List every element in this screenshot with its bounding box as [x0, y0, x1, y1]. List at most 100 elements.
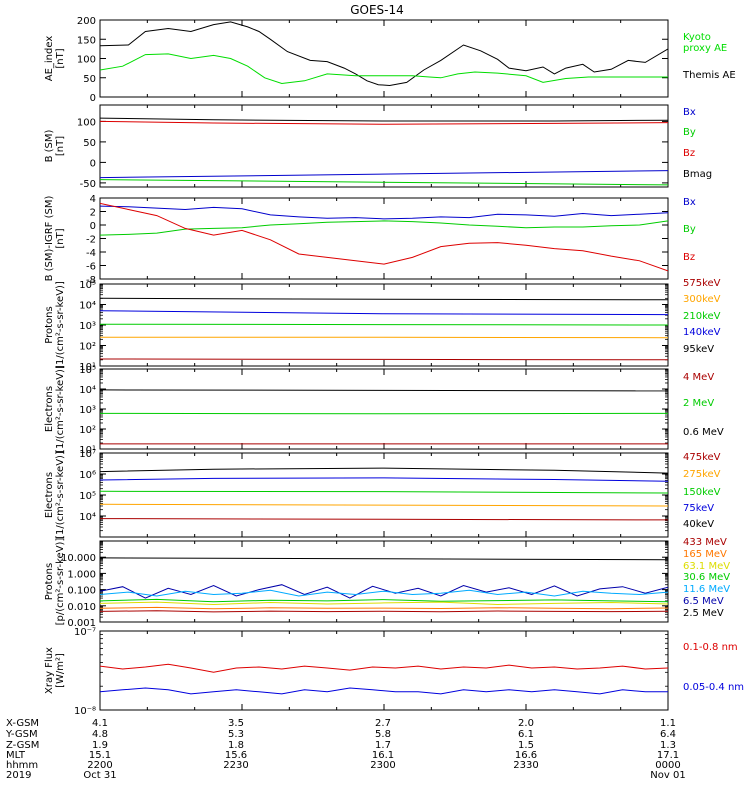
panel-3: -8 -6 -4 -2 0 2 4 B (SM)-IGRF (SM) [nT] Bx By Bz [44, 194, 696, 286]
legend-entry: Themis AE [682, 70, 736, 81]
y-axis-label: Xray Flux [44, 647, 55, 694]
legend-entry: 30.6 MeV [683, 572, 730, 583]
y-tick-label: 0.010 [67, 602, 96, 613]
y-axis-label: B (SM) [44, 129, 55, 162]
panel-6: 10⁴ 10⁵ 10⁶ 10⁷ Electrons [1/(cm²-s-sr-keV)] 4… [44, 449, 721, 539]
y-axis-label: Electrons [44, 386, 55, 432]
panel-4: 10¹ 10² 10³ 10⁴ 10⁵ Protons [1/(cm²-s-sr-keV)]… [44, 278, 721, 373]
legend-entry: Kyoto [683, 32, 711, 43]
time-axis-value: 4.8 [92, 729, 108, 740]
series-line [100, 606, 668, 610]
time-axis-value: 2230 [223, 760, 248, 771]
legend-entry: 40keV [683, 519, 714, 530]
series-line [100, 120, 668, 125]
legend-entry: 2.5 MeV [683, 608, 724, 619]
y-tick-label: 0 [90, 158, 96, 169]
legend-entry: 165 MeV [683, 549, 727, 560]
time-axis-value: 1.1 [660, 718, 676, 729]
time-axis-value: 2200 [87, 760, 112, 771]
series-line [100, 467, 668, 474]
series-line [100, 358, 668, 361]
time-axis-value: 2300 [370, 760, 395, 771]
time-axis-value: 6.4 [660, 729, 676, 740]
series-line [100, 53, 668, 85]
y-tick-label: -50 [80, 179, 96, 190]
legend-entry: 275keV [683, 469, 721, 480]
y-tick-label: 100 [77, 117, 96, 128]
series-line [100, 205, 668, 220]
series-line [100, 663, 668, 673]
panel-frame [99, 368, 669, 450]
y-tick-label: 10⁴ [79, 301, 96, 312]
y-tick-label: 10⁵ [79, 365, 96, 376]
y-tick-label: 10⁴ [79, 512, 96, 523]
time-axis-value: 1.9 [92, 740, 108, 751]
legend-entry: Bz [683, 148, 695, 159]
series-line [100, 323, 668, 326]
series-line [100, 557, 668, 561]
time-axis-row-label: X-GSM [6, 718, 39, 729]
y-tick-label: 0 [90, 93, 96, 104]
time-axis-value: 2.0 [518, 718, 534, 729]
y-axis-label: B (SM)-IGRF (SM) [44, 196, 55, 282]
legend-entry: 433 MeV [683, 537, 727, 548]
y-tick-label: 10¹ [79, 445, 96, 456]
y-tick-label: 10⁵ [79, 280, 96, 291]
time-axis-value: 4.1 [92, 718, 108, 729]
y-tick-label: 200 [77, 16, 96, 27]
figure-title: GOES-14 [350, 3, 404, 17]
y-tick-label: 10⁻⁸ [74, 706, 96, 717]
time-axis-value: 1.7 [375, 740, 391, 751]
legend-entry: 0.6 MeV [683, 427, 724, 438]
series-line [100, 687, 668, 695]
time-axis-value: 0000 [655, 760, 680, 771]
time-axis-value: 17.1 [657, 750, 679, 761]
time-axis-value: 15.6 [225, 750, 247, 761]
time-axis-row-label: 2019 [6, 770, 31, 781]
legend-entry: 210keV [683, 311, 721, 322]
series-line [100, 490, 668, 494]
y-axis-label: [nT] [55, 48, 66, 68]
time-axis-value: 16.1 [372, 750, 394, 761]
y-tick-label: 0.001 [67, 618, 96, 629]
y-axis-label: [p/(cm²-s-sr-keV)] [55, 538, 66, 626]
y-axis-label: [nT] [55, 136, 66, 156]
y-axis-label: [1/(cm²-s-sr-keV)] [55, 451, 66, 539]
series-line [100, 518, 668, 521]
y-tick-label: -8 [86, 275, 96, 286]
series-line [100, 598, 668, 603]
time-axis-value: Oct 31 [83, 770, 116, 781]
series-line [100, 202, 668, 272]
legend-entry: 150keV [683, 487, 721, 498]
legend-entry: By [683, 224, 696, 235]
series-line [100, 477, 668, 482]
time-axis-value: Nov 01 [650, 770, 685, 781]
legend-entry: 0.05-0.4 nm [683, 682, 744, 693]
time-axis-value: 1.8 [228, 740, 244, 751]
y-tick-label: 0.100 [67, 586, 96, 597]
y-tick-label: -4 [86, 248, 96, 259]
legend-entry: Bmag [683, 169, 712, 180]
series-line [100, 170, 668, 179]
panel-7: 0.001 0.010 0.100 1.000 10.000 Protons [p/(cm²… [44, 537, 730, 629]
time-axis-row-label: MLT [6, 750, 26, 761]
legend-entry: 4 MeV [683, 372, 714, 383]
panel-5: 10¹ 10² 10³ 10⁴ 10⁵ Electrons [1/(cm²-s-sr-keV… [44, 365, 724, 456]
time-axis-value: 3.5 [228, 718, 244, 729]
legend-entry: Bx [683, 197, 696, 208]
legend-entry: 11.6 MeV [683, 584, 730, 595]
panel-8: 10⁻⁸ 10⁻⁷ Xray Flux [W/m²] 0.1-0.8 nm 0.05-0.… [44, 627, 744, 717]
time-axis-row-label: Z-GSM [6, 740, 39, 751]
panel-frame [99, 540, 669, 623]
time-axis-value: 15.1 [89, 750, 111, 761]
legend-entry: By [683, 127, 696, 138]
legend-entry: 575keV [683, 278, 721, 289]
legend-entry: 75keV [683, 503, 714, 514]
y-tick-label: 10⁻⁷ [74, 627, 96, 638]
legend-entry: 6.5 MeV [683, 596, 724, 607]
legend-entry: 475keV [683, 452, 721, 463]
y-tick-label: 10.000 [61, 553, 96, 564]
legend-entry: 0.1-0.8 nm [683, 642, 738, 653]
